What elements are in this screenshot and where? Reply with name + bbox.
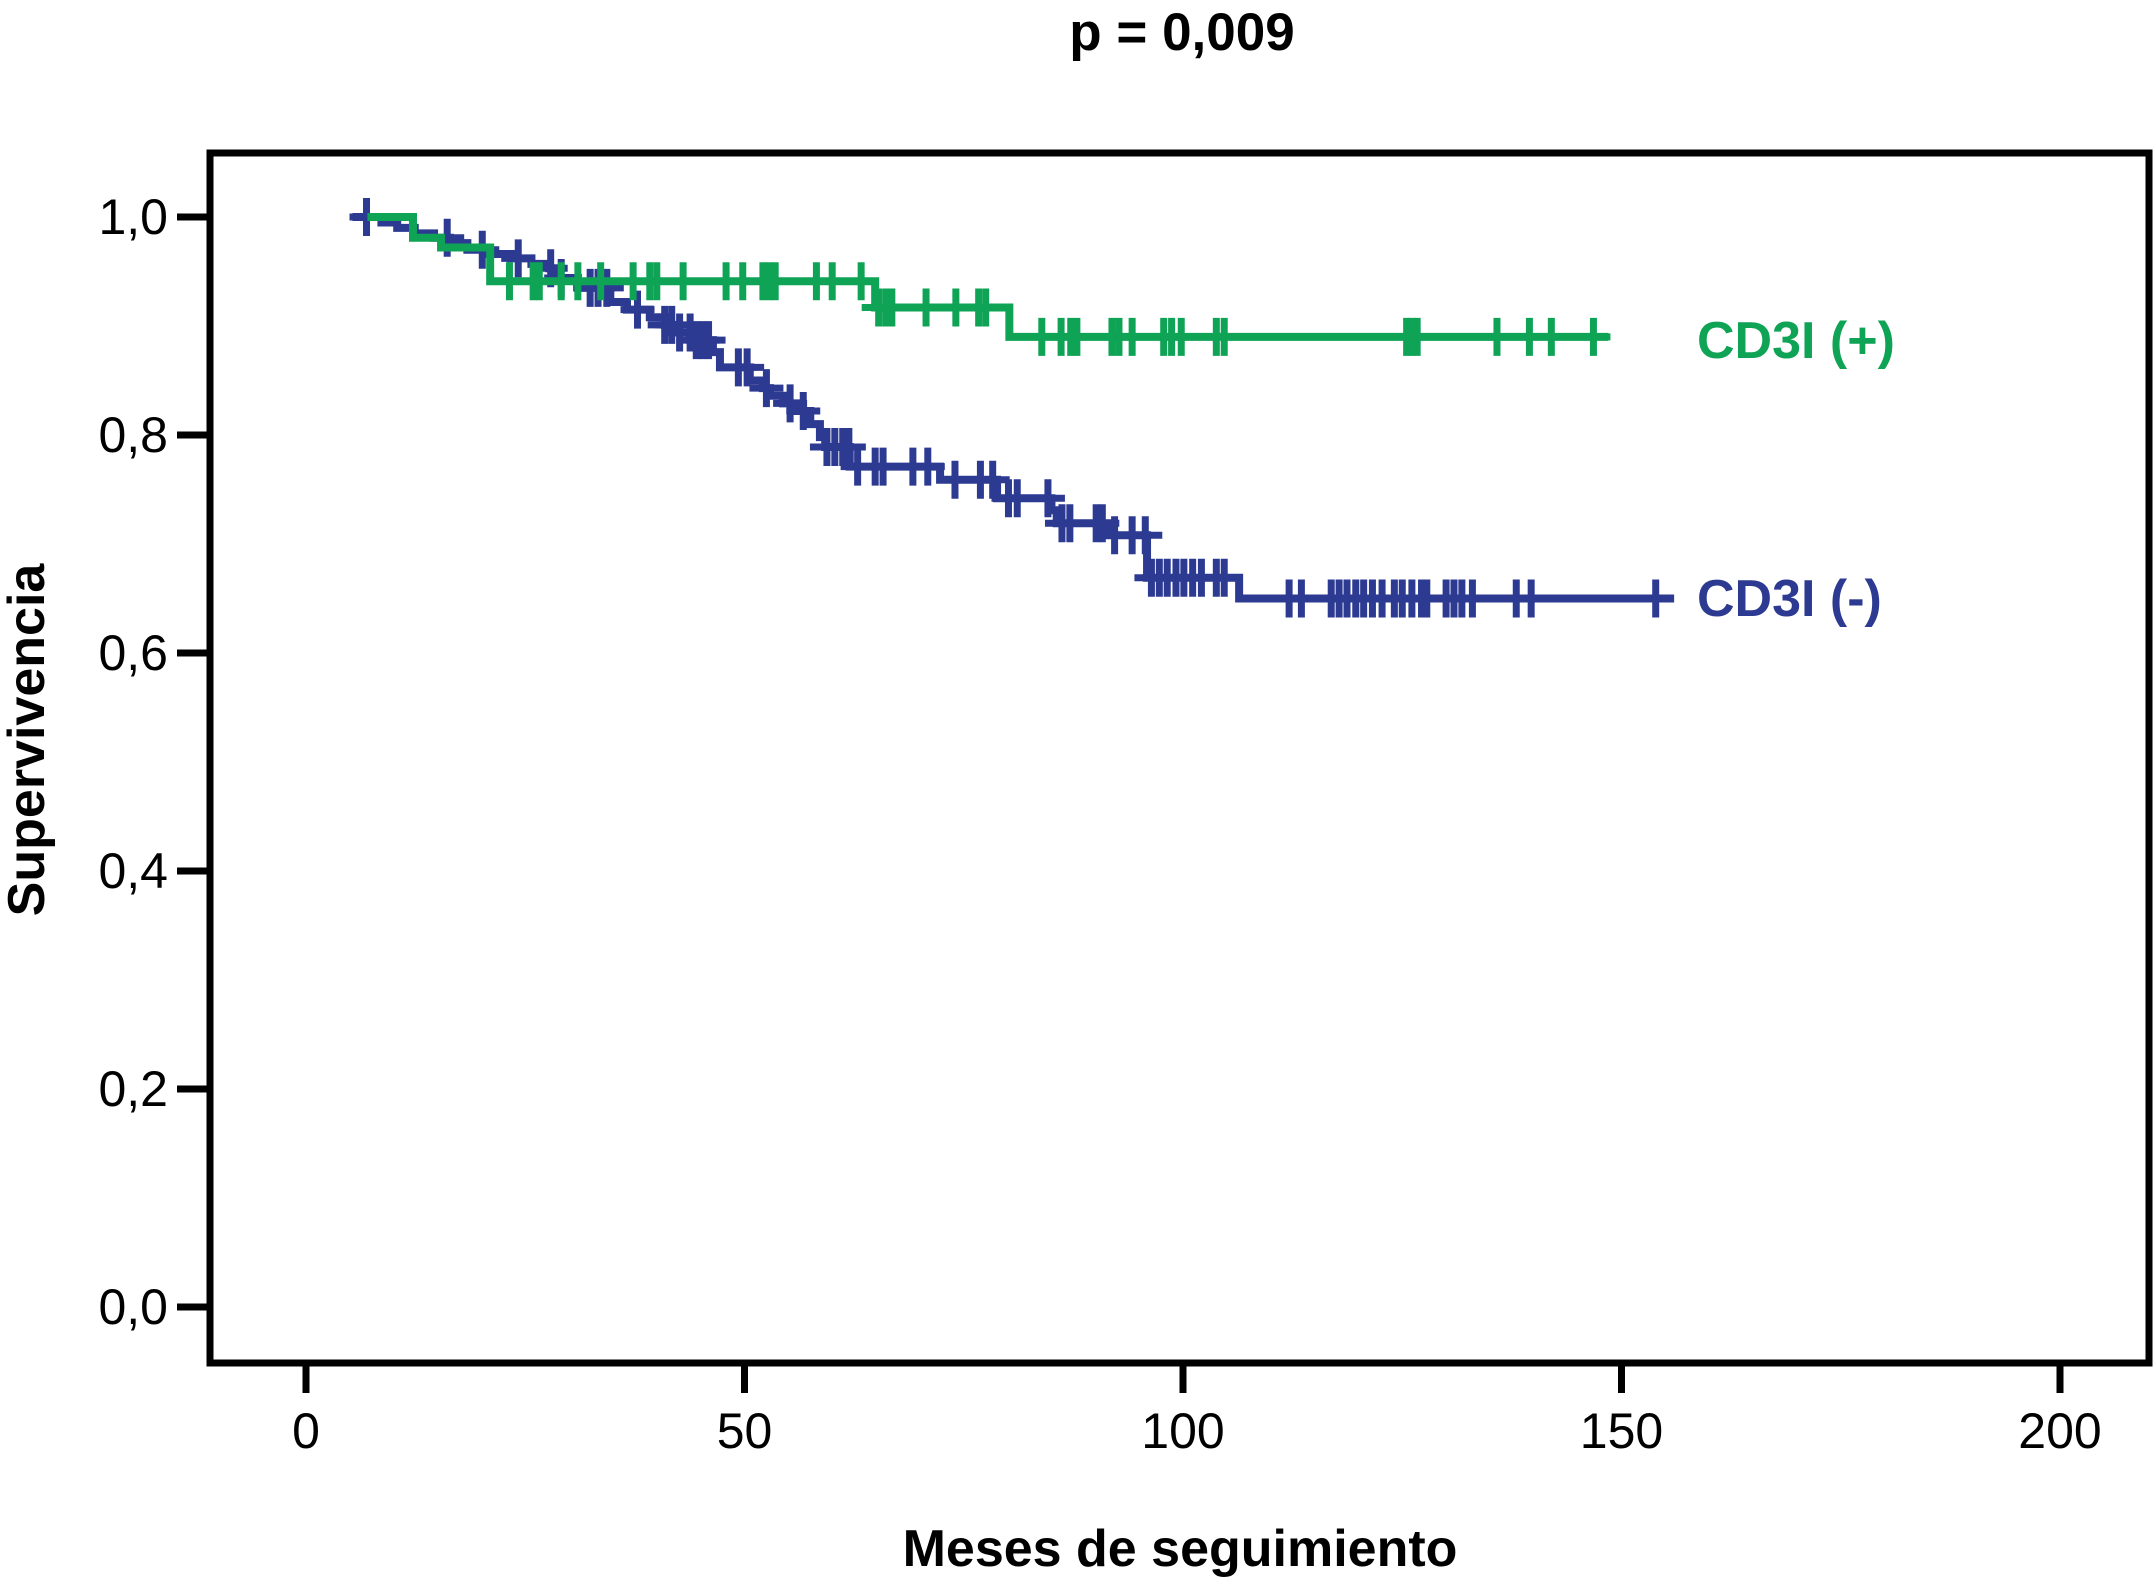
chart-title: p = 0,009 bbox=[1069, 3, 1294, 62]
x-tick-label: 100 bbox=[1141, 1403, 1224, 1459]
y-tick-label: 0,8 bbox=[98, 407, 168, 463]
x-tick-label: 150 bbox=[1580, 1403, 1663, 1459]
censor-marks-cd3i-negative bbox=[349, 198, 1673, 618]
y-axis-tick-labels: 0,0 0,2 0,4 0,6 0,8 1,0 bbox=[98, 189, 168, 1335]
x-axis-ticks bbox=[302, 1363, 2064, 1393]
y-tick-label: 0,0 bbox=[98, 1279, 168, 1335]
y-tick-label: 0,4 bbox=[98, 843, 168, 899]
series-label-cd3i-negative: CD3I (-) bbox=[1697, 570, 1882, 628]
y-tick-label: 1,0 bbox=[98, 189, 168, 245]
survival-curve-cd3i-negative bbox=[349, 198, 1675, 618]
y-axis-label: Supervivencia bbox=[0, 563, 56, 917]
censor-marks-cd3i-positive bbox=[492, 262, 1611, 356]
y-tick-label: 0,2 bbox=[98, 1061, 168, 1117]
x-axis-tick-labels: 0 50 100 150 200 bbox=[292, 1403, 2102, 1459]
series-label-cd3i-positive: CD3I (+) bbox=[1697, 312, 1895, 370]
x-tick-label: 50 bbox=[717, 1403, 773, 1459]
x-tick-label: 0 bbox=[292, 1403, 320, 1459]
km-step-line-cd3i-positive bbox=[367, 213, 1609, 341]
survival-curves bbox=[349, 198, 1675, 618]
y-axis-ticks bbox=[177, 213, 210, 1311]
x-axis-label: Meses de seguimiento bbox=[903, 1520, 1458, 1578]
survival-curve-cd3i-positive bbox=[367, 213, 1611, 356]
x-tick-label: 200 bbox=[2018, 1403, 2101, 1459]
y-tick-label: 0,6 bbox=[98, 625, 168, 681]
